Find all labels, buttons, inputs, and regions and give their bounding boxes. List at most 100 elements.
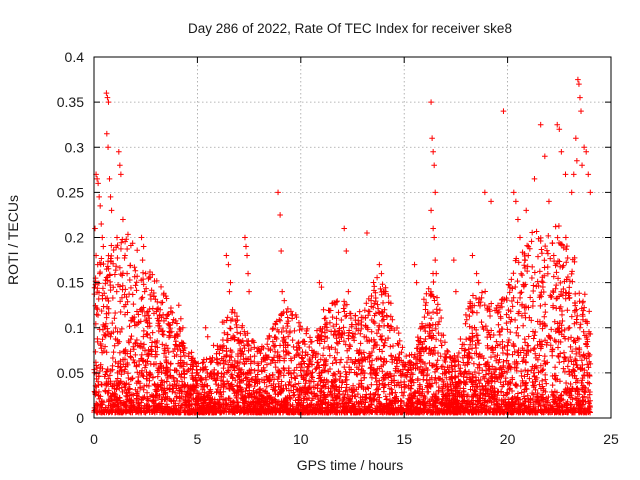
- data-point: [544, 264, 551, 270]
- data-point: [309, 397, 315, 404]
- data-point: [127, 262, 133, 269]
- data-point: [163, 293, 169, 299]
- data-point: [110, 284, 117, 291]
- data-point: [195, 360, 202, 367]
- data-point: [165, 349, 172, 355]
- data-point: [229, 309, 235, 315]
- data-point: [541, 313, 548, 320]
- data-point: [184, 382, 191, 388]
- data-point: [336, 338, 343, 345]
- data-point: [572, 302, 579, 309]
- data-point: [567, 381, 574, 387]
- data-point: [199, 360, 206, 366]
- data-point: [578, 366, 584, 373]
- data-point: [178, 374, 184, 380]
- data-point: [340, 397, 346, 404]
- data-point: [356, 381, 362, 387]
- data-point: [234, 382, 240, 389]
- data-point: [122, 408, 129, 414]
- data-point: [503, 320, 510, 326]
- data-point: [105, 298, 112, 304]
- data-point: [101, 373, 108, 380]
- data-point: [551, 399, 558, 406]
- data-point: [344, 392, 351, 398]
- data-point: [533, 228, 540, 235]
- data-point: [393, 393, 400, 400]
- data-point: [558, 395, 564, 402]
- data-point: [471, 387, 478, 394]
- data-point: [436, 396, 442, 402]
- data-point: [540, 284, 546, 290]
- data-point: [445, 368, 452, 375]
- data-point: [534, 365, 540, 371]
- data-point: [539, 278, 545, 285]
- data-point: [135, 378, 141, 384]
- data-point: [171, 334, 178, 341]
- data-point: [559, 312, 565, 318]
- data-point: [339, 400, 345, 407]
- data-point: [317, 326, 323, 332]
- data-point: [280, 325, 286, 331]
- data-point: [276, 316, 283, 323]
- data-point: [469, 355, 475, 361]
- data-point: [321, 376, 328, 383]
- data-point: [294, 373, 300, 379]
- data-point: [270, 371, 276, 378]
- data-point: [278, 389, 284, 396]
- data-point: [300, 376, 307, 383]
- data-point: [171, 378, 177, 385]
- data-point: [586, 400, 592, 407]
- data-point: [446, 364, 452, 371]
- data-point: [565, 358, 572, 364]
- data-point: [586, 308, 593, 315]
- data-point: [269, 356, 275, 363]
- data-point: [531, 332, 538, 339]
- data-point: [567, 278, 573, 284]
- data-point: [555, 353, 561, 359]
- data-point: [118, 239, 125, 246]
- data-point: [374, 274, 380, 281]
- data-point: [387, 343, 394, 350]
- data-point: [460, 388, 467, 394]
- data-point: [289, 337, 296, 343]
- data-point: [290, 344, 297, 350]
- data-point: [127, 392, 133, 399]
- data-point: [337, 373, 344, 380]
- data-point: [525, 408, 532, 415]
- data-point: [558, 403, 564, 410]
- data-point: [377, 355, 384, 361]
- data-point: [111, 315, 118, 322]
- data-point: [434, 365, 441, 372]
- data-point: [393, 382, 400, 388]
- data-point: [371, 283, 378, 290]
- data-point: [229, 364, 235, 371]
- data-point: [466, 369, 472, 375]
- data-point: [444, 348, 450, 354]
- data-point: [267, 409, 274, 415]
- data-point: [529, 275, 535, 281]
- data-point: [375, 391, 381, 398]
- data-point: [293, 314, 300, 320]
- data-point: [229, 361, 236, 368]
- data-point: [353, 371, 360, 377]
- data-point: [447, 399, 453, 406]
- data-point: [542, 353, 548, 359]
- data-point: [158, 284, 164, 290]
- data-point: [534, 390, 541, 396]
- data-point: [434, 405, 440, 412]
- data-point: [418, 363, 424, 370]
- data-point: [322, 384, 328, 390]
- data-point: [552, 375, 558, 382]
- data-point: [487, 308, 493, 315]
- data-point: [352, 331, 358, 337]
- data-point: [164, 368, 171, 375]
- data-point: [107, 282, 114, 288]
- data-point: [269, 326, 276, 332]
- data-point: [336, 325, 343, 332]
- data-point: [308, 373, 315, 379]
- data-point: [461, 347, 468, 354]
- data-point: [522, 367, 528, 373]
- data-point: [504, 326, 511, 333]
- data-point: [144, 351, 150, 358]
- data-point: [131, 346, 137, 353]
